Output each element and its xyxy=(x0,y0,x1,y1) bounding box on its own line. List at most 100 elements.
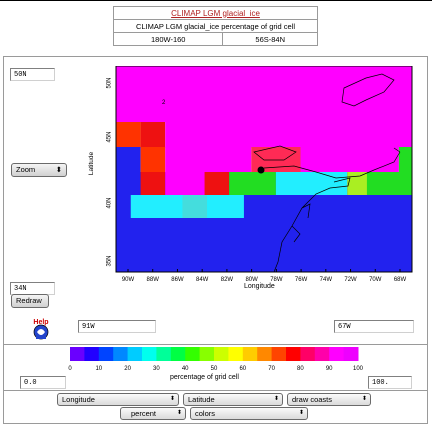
top-border xyxy=(0,0,432,1)
colorbar-tick-label: 70 xyxy=(268,366,275,372)
coasts-select[interactable]: draw coasts ⬍ xyxy=(287,393,371,406)
colorbar-tick-label: 60 xyxy=(239,366,247,372)
palette-select[interactable]: colors ⬍ xyxy=(190,407,308,420)
x-axis-select[interactable]: Longitude ⬍ xyxy=(57,393,179,406)
colorbar-tick-label: 0 xyxy=(68,366,72,372)
grid-cell xyxy=(140,147,166,173)
palette-select-value: colors xyxy=(195,409,216,418)
dropdown-arrow-icon: ⬍ xyxy=(298,410,304,416)
y-tick-label: 35N xyxy=(106,255,113,267)
colorbar-tick-label: 100 xyxy=(352,366,363,372)
grid-cell xyxy=(366,172,412,195)
grid-cell xyxy=(140,172,166,195)
map-panel-frame xyxy=(3,56,428,424)
y-tick-label: 40N xyxy=(106,197,113,209)
dropdown-arrow-icon: ⬍ xyxy=(176,410,182,416)
help-icon[interactable]: Help xyxy=(30,316,52,340)
map-plot[interactable]: 2 xyxy=(104,66,414,276)
colorbar-tick-label: 90 xyxy=(325,366,333,372)
longitude-range: 180W-160 xyxy=(112,32,224,46)
colorbar-tick-label: 20 xyxy=(124,366,131,372)
colorbar-tick-label: 80 xyxy=(297,366,304,372)
colorbar-tick-label: 40 xyxy=(181,366,189,372)
colorbar-segment xyxy=(214,347,229,361)
units-select[interactable]: percent ⬍ xyxy=(120,407,186,420)
colorbar-segment xyxy=(170,347,186,361)
grid-cell xyxy=(398,147,412,173)
colorbar-segment xyxy=(242,347,258,361)
zoom-select[interactable]: Zoom ⬍ xyxy=(11,163,67,177)
colorbar-min-input[interactable]: 0.0 xyxy=(20,376,66,389)
y-axis-select[interactable]: Latitude ⬍ xyxy=(183,393,283,406)
colorbar-max-input[interactable]: 100. xyxy=(368,376,412,389)
colorbar-segment xyxy=(185,347,201,361)
zoom-label: Zoom xyxy=(16,165,36,174)
grid-cell xyxy=(275,172,348,195)
colorbar-segment xyxy=(113,347,129,361)
lat-max-input[interactable]: 50N xyxy=(10,68,55,81)
grid-cell xyxy=(140,122,166,148)
y-axis-title: Latitude xyxy=(88,151,96,176)
lon-min-input[interactable]: 91W xyxy=(78,320,156,333)
dropdown-arrow-icon: ⬍ xyxy=(55,165,62,174)
x-axis-title: Longitude xyxy=(244,283,275,290)
colorbar-segment xyxy=(257,347,273,361)
panel-divider xyxy=(3,344,428,345)
x-tick-label: 82W xyxy=(220,277,234,283)
ice-region xyxy=(116,66,412,122)
dropdown-arrow-icon: ⬍ xyxy=(169,396,175,402)
grid-cell xyxy=(165,147,252,173)
grid-cell xyxy=(204,172,230,195)
colorbar-segment xyxy=(156,347,172,361)
grid-cell xyxy=(229,172,276,195)
redraw-button[interactable]: Redraw xyxy=(11,294,49,308)
colorbar-segment xyxy=(329,347,345,361)
lon-max-input[interactable]: 67W xyxy=(334,320,414,333)
x-axis-select-value: Longitude xyxy=(62,395,95,404)
grid-cell xyxy=(116,147,141,173)
coasts-select-value: draw coasts xyxy=(292,395,333,404)
colorbar-segment xyxy=(199,347,215,361)
colorbar-segment xyxy=(142,347,157,361)
x-tick-label: 70W xyxy=(369,277,382,283)
colorbar-tick-label: 10 xyxy=(95,366,103,372)
colorbar-segment xyxy=(84,347,100,361)
help-label: Help xyxy=(33,319,48,326)
y-tick-label: 50N xyxy=(106,77,113,89)
x-tick-label: 90W xyxy=(121,277,135,283)
dropdown-arrow-icon: ⬍ xyxy=(273,396,279,402)
coastline xyxy=(253,73,401,273)
x-tick-label: 78W xyxy=(270,277,283,283)
grid-cell xyxy=(116,172,141,195)
x-tick-label: 76W xyxy=(294,277,308,283)
x-tick-label: 80W xyxy=(245,277,258,283)
colorbar-tick-label: 30 xyxy=(153,366,160,372)
colorbar-segment xyxy=(343,347,359,361)
grid-cell xyxy=(182,195,208,218)
plot-frame xyxy=(115,66,413,273)
x-tick-label: 86W xyxy=(171,277,184,283)
dataset-info-table: CLIMAP LGM glacial_ice CLIMAP LGM glacia… xyxy=(112,6,318,46)
colorbar-segment xyxy=(286,347,301,361)
location-marker xyxy=(257,166,265,174)
colorbar-segment xyxy=(228,347,244,361)
colorbar-segment xyxy=(98,347,114,361)
x-tick-label: 88W xyxy=(146,277,159,283)
colorbar xyxy=(70,347,359,361)
latitude-range: 56S-84N xyxy=(222,32,318,46)
units-select-value: percent xyxy=(131,409,157,418)
colorbar-segment xyxy=(127,347,143,361)
colorbar-tick-label: 50 xyxy=(210,366,218,372)
x-tick-label: 84W xyxy=(196,277,209,283)
colorbar-label: percentage of grid cell xyxy=(170,374,239,381)
grid-cell xyxy=(116,122,141,148)
x-tick-label: 68W xyxy=(393,277,407,283)
dropdown-arrow-icon: ⬍ xyxy=(361,396,367,402)
colorbar-segment xyxy=(271,347,287,361)
grid-cell xyxy=(300,147,399,173)
panel-divider xyxy=(3,390,428,391)
x-tick-label: 74W xyxy=(319,277,332,283)
dataset-title[interactable]: CLIMAP LGM glacial_ice xyxy=(113,6,318,20)
colorbar-segment xyxy=(70,347,85,361)
y-axis-select-value: Latitude xyxy=(188,395,215,404)
